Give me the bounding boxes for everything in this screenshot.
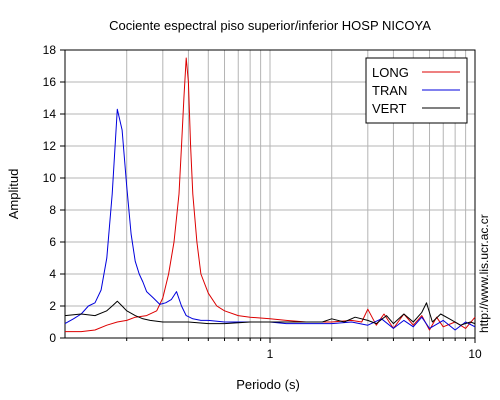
- y-tick-label: 0: [49, 331, 56, 345]
- y-axis-label: Amplitud: [6, 169, 21, 220]
- y-tick-label: 10: [43, 171, 57, 185]
- data-series: [64, 57, 476, 333]
- chart-legend: LONG TRAN VERT: [365, 57, 468, 124]
- y-tick-label: 14: [43, 107, 57, 121]
- series-line-vert: [64, 300, 476, 326]
- y-tick-label: 8: [49, 203, 56, 217]
- legend-label-tran: TRAN: [372, 83, 407, 98]
- axis-ticks: 0 2 4 6 8 10 12 14 16 18 1 10: [43, 43, 482, 361]
- legend-label-vert: VERT: [372, 101, 406, 116]
- y-tick-label: 2: [49, 299, 56, 313]
- legend-label-long: LONG: [372, 65, 409, 80]
- y-tick-label: 6: [49, 235, 56, 249]
- y-tick-label: 12: [43, 139, 57, 153]
- x-tick-label: 1: [267, 347, 274, 361]
- y-tick-label: 16: [43, 75, 57, 89]
- series-line-long: [65, 57, 476, 333]
- source-url-watermark: http://www.lis.ucr.ac.cr: [477, 214, 491, 333]
- series-line-tran: [64, 108, 476, 331]
- x-axis-label: Periodo (s): [236, 377, 300, 392]
- x-tick-label: 10: [468, 347, 482, 361]
- y-tick-label: 18: [43, 43, 57, 57]
- y-tick-label: 4: [49, 267, 56, 281]
- chart-title: Cociente espectral piso superior/inferio…: [109, 18, 431, 33]
